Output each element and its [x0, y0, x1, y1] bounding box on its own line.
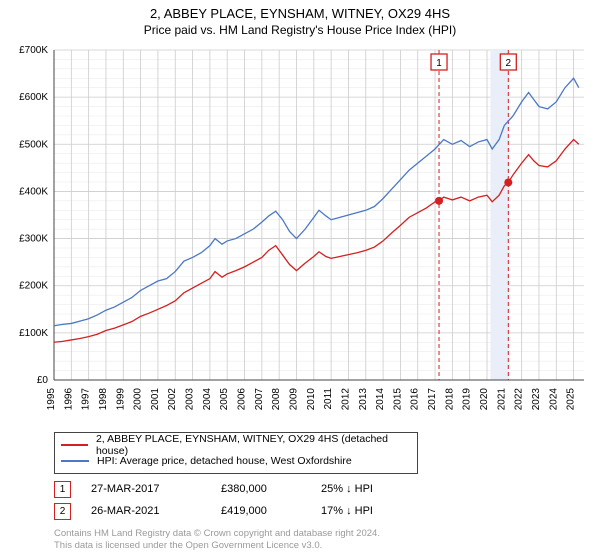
chart-title: 2, ABBEY PLACE, EYNSHAM, WITNEY, OX29 4H… — [0, 0, 600, 21]
svg-text:2022: 2022 — [514, 388, 525, 411]
svg-text:2004: 2004 — [202, 388, 213, 411]
sale-row: 2 26-MAR-2021£419,00017% ↓ HPI — [54, 500, 421, 522]
sale-pct: 25% ↓ HPI — [321, 483, 421, 495]
svg-text:£200K: £200K — [19, 281, 48, 292]
svg-text:2016: 2016 — [410, 388, 421, 411]
svg-text:2000: 2000 — [133, 388, 144, 411]
sale-row: 1 27-MAR-2017£380,00025% ↓ HPI — [54, 478, 421, 500]
svg-text:2018: 2018 — [444, 388, 455, 411]
svg-text:2013: 2013 — [358, 388, 369, 411]
svg-text:£100K: £100K — [19, 328, 48, 339]
legend-swatch — [61, 444, 88, 446]
legend: 2, ABBEY PLACE, EYNSHAM, WITNEY, OX29 4H… — [54, 432, 418, 474]
footer-attribution: Contains HM Land Registry data © Crown c… — [54, 528, 380, 552]
svg-text:2020: 2020 — [479, 388, 490, 411]
sale-date: 26-MAR-2021 — [91, 505, 221, 517]
svg-text:£700K: £700K — [19, 45, 48, 56]
svg-text:2010: 2010 — [306, 388, 317, 411]
chart-subtitle: Price paid vs. HM Land Registry's House … — [0, 21, 600, 37]
sale-date: 27-MAR-2017 — [91, 483, 221, 495]
svg-text:2015: 2015 — [392, 388, 403, 411]
sale-price: £380,000 — [221, 483, 321, 495]
svg-text:2002: 2002 — [167, 388, 178, 411]
svg-text:2019: 2019 — [462, 388, 473, 411]
svg-text:1999: 1999 — [115, 388, 126, 411]
svg-text:2006: 2006 — [237, 388, 248, 411]
svg-text:1998: 1998 — [98, 388, 109, 411]
legend-label: HPI: Average price, detached house, West… — [97, 455, 352, 467]
svg-text:2003: 2003 — [185, 388, 196, 411]
svg-text:2025: 2025 — [566, 388, 577, 411]
svg-text:1995: 1995 — [46, 388, 57, 411]
price-chart: £0£100K£200K£300K£400K£500K£600K£700K199… — [54, 50, 584, 380]
svg-text:2023: 2023 — [531, 388, 542, 411]
sale-pct: 17% ↓ HPI — [321, 505, 421, 517]
svg-text:2017: 2017 — [427, 388, 438, 411]
svg-text:£500K: £500K — [19, 139, 48, 150]
svg-text:2007: 2007 — [254, 388, 265, 411]
svg-text:1996: 1996 — [63, 388, 74, 411]
svg-text:2014: 2014 — [375, 388, 386, 411]
svg-text:2: 2 — [506, 58, 512, 69]
sale-price: £419,000 — [221, 505, 321, 517]
svg-text:£600K: £600K — [19, 92, 48, 103]
svg-text:2008: 2008 — [271, 388, 282, 411]
svg-text:£400K: £400K — [19, 186, 48, 197]
legend-swatch — [61, 460, 89, 462]
sales-table: 1 27-MAR-2017£380,00025% ↓ HPI 2 26-MAR-202… — [54, 478, 421, 522]
svg-text:2012: 2012 — [340, 388, 351, 411]
svg-text:2011: 2011 — [323, 388, 334, 410]
footer-line1: Contains HM Land Registry data © Crown c… — [54, 528, 380, 540]
sale-marker-box: 1 — [54, 481, 71, 498]
svg-text:2021: 2021 — [496, 388, 507, 411]
svg-text:1997: 1997 — [81, 388, 92, 411]
footer-line2: This data is licensed under the Open Gov… — [54, 540, 380, 552]
svg-text:£300K: £300K — [19, 234, 48, 245]
svg-text:£0: £0 — [37, 375, 49, 386]
svg-text:2001: 2001 — [150, 388, 161, 411]
svg-text:1: 1 — [436, 58, 442, 69]
svg-text:2005: 2005 — [219, 388, 230, 411]
legend-label: 2, ABBEY PLACE, EYNSHAM, WITNEY, OX29 4H… — [96, 433, 411, 457]
sale-marker-box: 2 — [54, 503, 71, 520]
legend-row: 2, ABBEY PLACE, EYNSHAM, WITNEY, OX29 4H… — [61, 437, 411, 453]
svg-text:2024: 2024 — [548, 388, 559, 411]
svg-text:2009: 2009 — [288, 388, 299, 411]
